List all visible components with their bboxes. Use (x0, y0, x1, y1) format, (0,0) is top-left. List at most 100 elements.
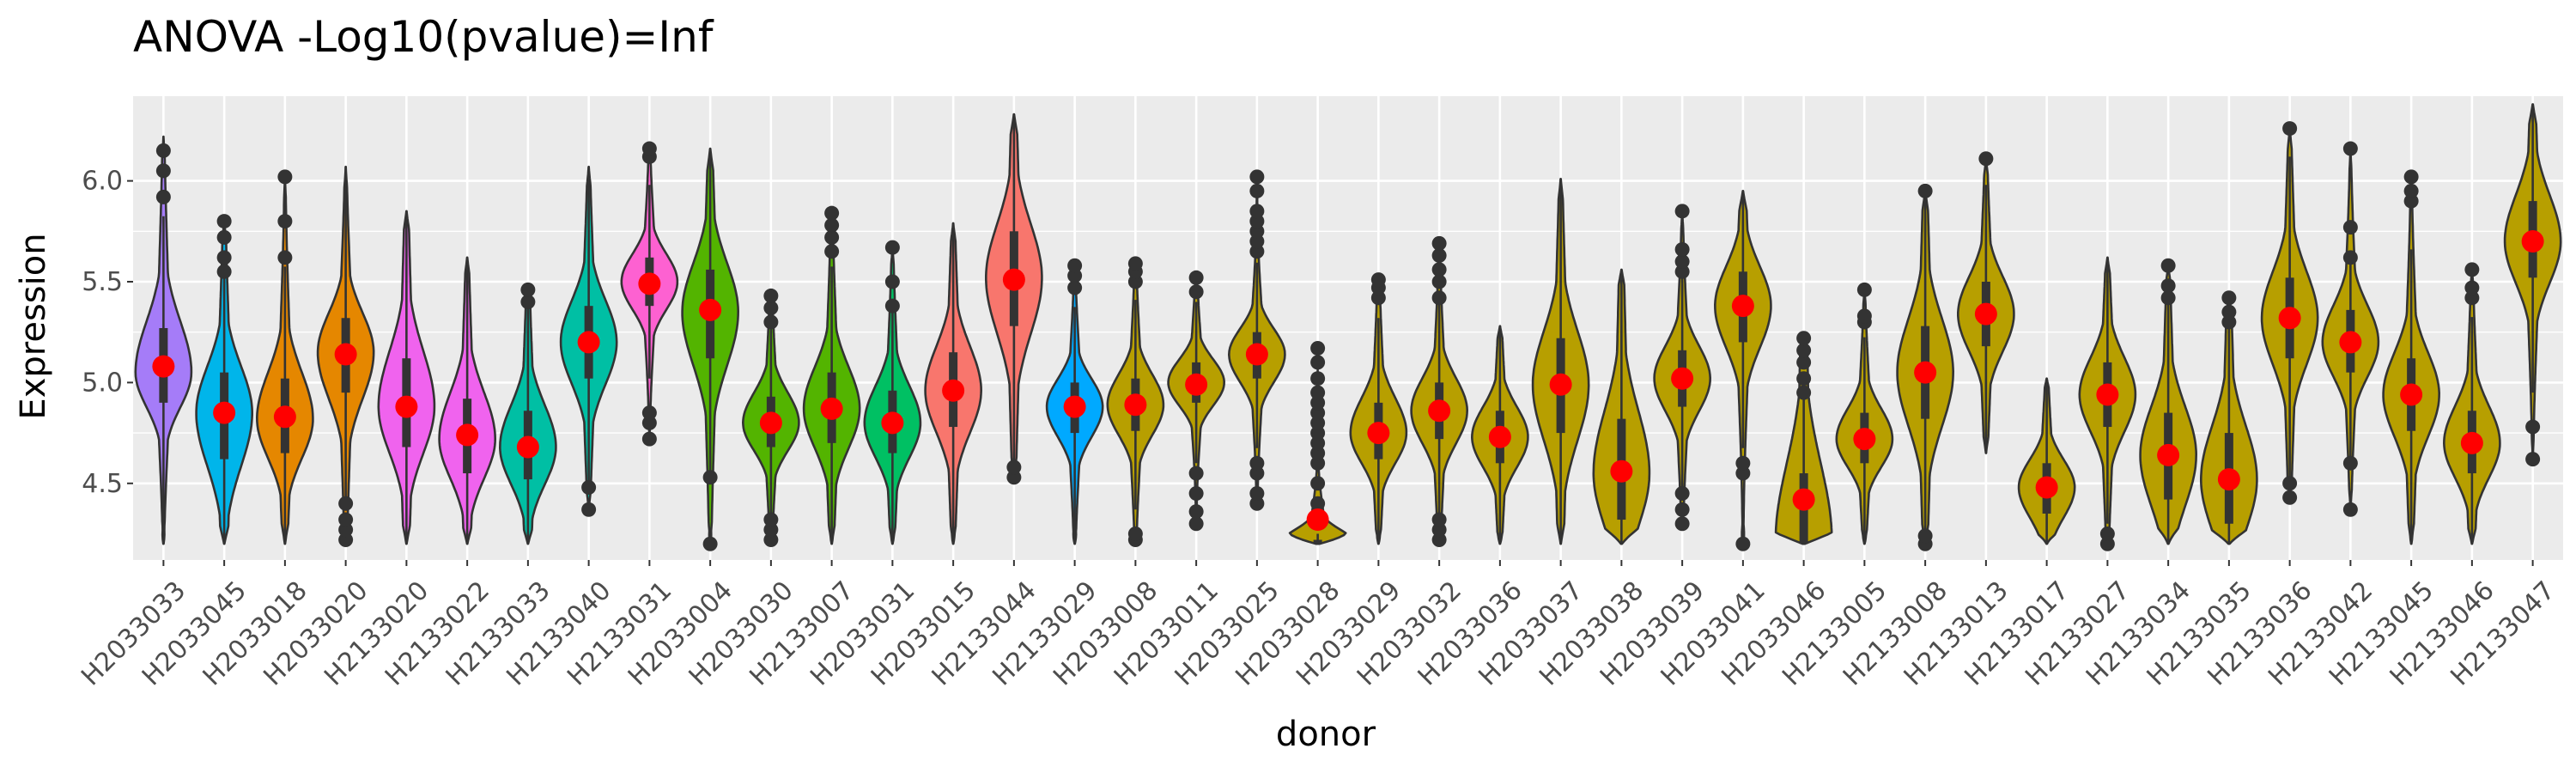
outlier-point (1249, 496, 1265, 511)
mean-point (1610, 460, 1633, 483)
mean-point (1306, 508, 1329, 532)
mean-point (1853, 428, 1876, 451)
y-tick-label: 4.5 (82, 469, 123, 499)
outlier-point (1249, 244, 1265, 259)
mean-point (699, 298, 722, 321)
outlier-point (1735, 455, 1751, 471)
outlier-point (1431, 235, 1447, 251)
violin-H2033038 (1592, 268, 1651, 545)
outlier-point (763, 522, 779, 538)
violin-H2033041 (1714, 190, 1772, 551)
outlier-point (1310, 340, 1326, 356)
outlier-point (1674, 502, 1690, 517)
violin-H2133008 (1896, 183, 1954, 551)
outlier-point (2282, 490, 2298, 505)
y-tick-label: 5.0 (82, 368, 123, 398)
outlier-point (2160, 258, 2176, 273)
outlier-point (2282, 121, 2298, 137)
outlier-point (216, 229, 232, 245)
mean-point (1974, 302, 1997, 326)
mean-point (516, 435, 539, 459)
violin-H2133044 (985, 113, 1043, 485)
outlier-point (1006, 460, 1022, 475)
mean-point (334, 343, 357, 366)
outlier-point (2403, 169, 2419, 185)
outlier-point (2160, 290, 2176, 306)
outlier-point (1249, 466, 1265, 481)
violins-layer (134, 103, 2562, 551)
outlier-point (1856, 282, 1872, 297)
violin-H2133045 (2382, 169, 2440, 545)
mean-point (152, 355, 175, 378)
outlier-point (1917, 183, 1933, 198)
outlier-point (2403, 193, 2419, 209)
outlier-point (1127, 274, 1143, 289)
violin-H2133027 (2078, 256, 2137, 551)
violin-H2033015 (924, 222, 982, 545)
outlier-point (884, 274, 900, 289)
outlier-point (1310, 371, 1326, 386)
outlier-point (824, 229, 840, 245)
violin-H2133017 (2017, 377, 2076, 545)
outlier-point (216, 214, 232, 229)
outlier-point (338, 522, 354, 538)
outlier-point (1310, 385, 1326, 400)
mean-point (638, 272, 661, 295)
outlier-point (2099, 526, 2115, 541)
y-axis-title: Expression (14, 233, 53, 419)
violin-H2033046 (1774, 331, 1833, 545)
outlier-point (1249, 214, 1265, 229)
outlier-point (2099, 536, 2115, 551)
outlier-point (1127, 256, 1143, 271)
outlier-point (277, 250, 293, 265)
outlier-point (702, 470, 718, 485)
outlier-point (155, 163, 171, 179)
outlier-point (1310, 435, 1326, 451)
outlier-point (338, 496, 354, 511)
mean-point (456, 423, 479, 447)
mean-point (1671, 367, 1694, 390)
outlier-point (1370, 290, 1386, 306)
violin-H2133020 (377, 210, 436, 545)
outlier-point (824, 244, 840, 259)
outlier-point (1310, 405, 1326, 421)
outlier-point (1310, 425, 1326, 441)
violin-H2133031 (620, 141, 679, 447)
mean-point (2157, 443, 2180, 466)
mean-point (1914, 361, 1937, 384)
mean-point (1549, 373, 1572, 396)
outlier-point (1249, 223, 1265, 239)
violin-H2033039 (1653, 204, 1711, 532)
violin-H2133035 (2200, 290, 2258, 545)
mean-point (2217, 468, 2240, 491)
outlier-point (1067, 258, 1083, 273)
outlier-point (1856, 308, 1872, 324)
mean-point (2400, 383, 2423, 406)
outlier-point (2342, 455, 2358, 471)
outlier-point (1674, 254, 1690, 270)
outlier-point (1188, 270, 1204, 285)
outlier-point (2342, 250, 2358, 265)
outlier-point (824, 217, 840, 233)
outlier-point (1674, 486, 1690, 502)
mean-point (1245, 343, 1268, 366)
outlier-point (338, 533, 354, 548)
outlier-point (1188, 466, 1204, 481)
mean-point (273, 405, 296, 429)
violin-H2033018 (256, 169, 314, 545)
mean-point (2278, 307, 2301, 330)
violin-H2133005 (1835, 282, 1894, 545)
violin-H2033028 (1288, 340, 1347, 545)
mean-point (2460, 431, 2483, 454)
outlier-point (1310, 455, 1326, 471)
violin-H2133047 (2503, 103, 2562, 467)
mean-point (2339, 331, 2362, 354)
outlier-point (2342, 220, 2358, 235)
outlier-point (1127, 526, 1143, 541)
outlier-point (2464, 290, 2480, 306)
mean-point (577, 331, 600, 354)
outlier-point (1249, 234, 1265, 249)
outlier-point (216, 250, 232, 265)
outlier-point (1431, 290, 1447, 306)
x-axis-title: donor (1276, 715, 1376, 754)
